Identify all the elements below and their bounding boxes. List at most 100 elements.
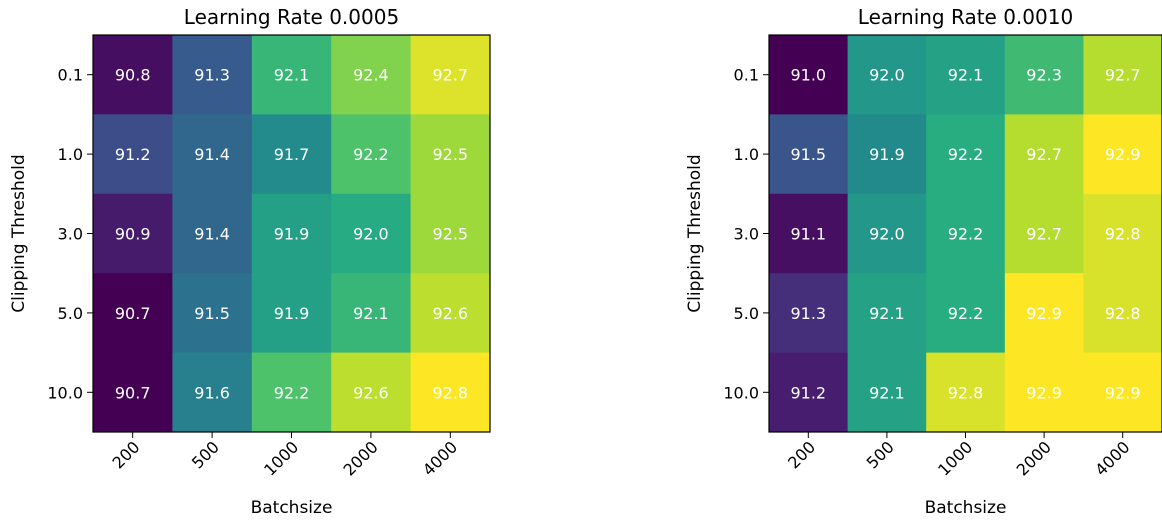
y-tick-label: 1.0: [734, 145, 759, 164]
heatmap-cell: [410, 114, 491, 195]
heatmap-cell: [1004, 273, 1084, 354]
cell-value-label: 92.7: [432, 66, 468, 85]
cell-value-label: 92.8: [432, 383, 468, 402]
y-axis-label: Clipping Threshold: [9, 154, 29, 312]
heatmap-cell: [331, 114, 412, 195]
heatmap-cell: [251, 352, 332, 433]
cell-value-label: 92.3: [1026, 66, 1062, 85]
heatmap-cell: [251, 273, 332, 354]
cell-value-label: 91.6: [194, 383, 230, 402]
heatmap-cell: [172, 114, 253, 195]
heatmap-cell: [93, 114, 173, 195]
cell-value-label: 92.4: [353, 66, 389, 85]
heatmap-cell: [93, 273, 173, 354]
heatmap-cell: [172, 273, 253, 354]
cell-value-label: 92.1: [353, 304, 389, 323]
x-tick-label: 2000: [1013, 437, 1055, 479]
cell-value-label: 90.7: [115, 383, 151, 402]
cell-value-label: 92.7: [1026, 145, 1062, 164]
x-tick-label: 1000: [934, 437, 976, 479]
heatmap-cell: [1083, 273, 1162, 354]
cell-value-label: 91.3: [194, 66, 230, 85]
heatmap-cell: [1083, 114, 1162, 195]
heatmap-cell: [926, 35, 1006, 115]
cell-value-label: 91.3: [790, 304, 826, 323]
x-tick-label: 4000: [1091, 437, 1133, 479]
cell-value-label: 92.1: [948, 66, 984, 85]
y-tick-label: 5.0: [58, 304, 83, 323]
y-axis-label: Clipping Threshold: [685, 154, 705, 312]
heatmap-cell: [331, 273, 412, 354]
y-tick-label: 0.1: [58, 66, 83, 85]
heatmap-cell: [926, 114, 1006, 195]
heatmap-cell: [331, 35, 412, 115]
x-tick-label: 2000: [340, 437, 382, 479]
cell-value-label: 91.0: [790, 66, 826, 85]
heatmap-cell: [251, 114, 332, 195]
heatmap-cell: [769, 35, 849, 115]
heatmap-cell: [1083, 352, 1162, 433]
cell-value-label: 90.8: [115, 66, 151, 85]
heatmap-cell: [769, 193, 849, 274]
heatmap-cell: [172, 352, 253, 433]
heatmap-cell: [93, 35, 173, 115]
cell-value-label: 91.5: [790, 145, 826, 164]
heatmap-cell: [410, 35, 491, 115]
cell-value-label: 92.8: [1105, 304, 1141, 323]
y-tick-label: 3.0: [58, 225, 83, 244]
cell-value-label: 92.6: [353, 383, 389, 402]
cell-value-label: 92.0: [353, 225, 389, 244]
heatmap-cell: [847, 114, 927, 195]
cell-value-label: 91.2: [790, 383, 826, 402]
heatmap-cell: [410, 273, 491, 354]
cell-value-label: 92.5: [432, 225, 468, 244]
cell-value-label: 90.9: [115, 225, 151, 244]
cell-value-label: 92.2: [274, 383, 310, 402]
cell-value-label: 91.4: [194, 225, 230, 244]
cell-value-label: 90.7: [115, 304, 151, 323]
heatmap-cell: [93, 352, 173, 433]
heatmap-cell: [926, 193, 1006, 274]
cell-value-label: 91.9: [274, 304, 310, 323]
heatmap-cell: [251, 35, 332, 115]
heatmap-cell: [1083, 35, 1162, 115]
cell-value-label: 92.2: [948, 225, 984, 244]
x-tick-label: 200: [108, 437, 143, 472]
heatmap-cell: [847, 35, 927, 115]
cell-value-label: 92.0: [869, 225, 905, 244]
x-tick-label: 1000: [260, 437, 302, 479]
cell-value-label: 92.1: [869, 304, 905, 323]
cell-value-label: 92.6: [432, 304, 468, 323]
heatmap-cell: [251, 193, 332, 274]
heatmap-cell: [926, 352, 1006, 433]
y-tick-label: 1.0: [58, 145, 83, 164]
y-tick-label: 10.0: [723, 383, 759, 402]
cell-value-label: 92.0: [869, 66, 905, 85]
cell-value-label: 92.2: [948, 145, 984, 164]
heatmap-cell: [172, 193, 253, 274]
cell-value-label: 92.9: [1105, 383, 1141, 402]
heatmap-cell: [1004, 114, 1084, 195]
x-axis-label: Batchsize: [925, 498, 1007, 518]
cell-value-label: 92.9: [1026, 383, 1062, 402]
y-tick-label: 0.1: [734, 66, 759, 85]
cell-value-label: 91.1: [790, 225, 826, 244]
heatmap-cell: [410, 352, 491, 433]
chart-title: Learning Rate 0.0005: [184, 5, 399, 29]
heatmap-cell: [410, 193, 491, 274]
cell-value-label: 92.2: [948, 304, 984, 323]
x-tick-label: 4000: [419, 437, 461, 479]
heatmap-cell: [1004, 193, 1084, 274]
heatmap-cell: [847, 273, 927, 354]
chart-title: Learning Rate 0.0010: [858, 5, 1073, 29]
cell-value-label: 92.8: [948, 383, 984, 402]
x-tick-label: 500: [863, 437, 898, 472]
cell-value-label: 91.2: [115, 145, 151, 164]
heatmap-cell: [93, 193, 173, 274]
cell-value-label: 91.5: [194, 304, 230, 323]
heatmap-cell: [769, 273, 849, 354]
cell-value-label: 91.4: [194, 145, 230, 164]
heatmap-cell: [769, 114, 849, 195]
heatmap-cell: [1004, 35, 1084, 115]
x-tick-label: 200: [784, 437, 819, 472]
